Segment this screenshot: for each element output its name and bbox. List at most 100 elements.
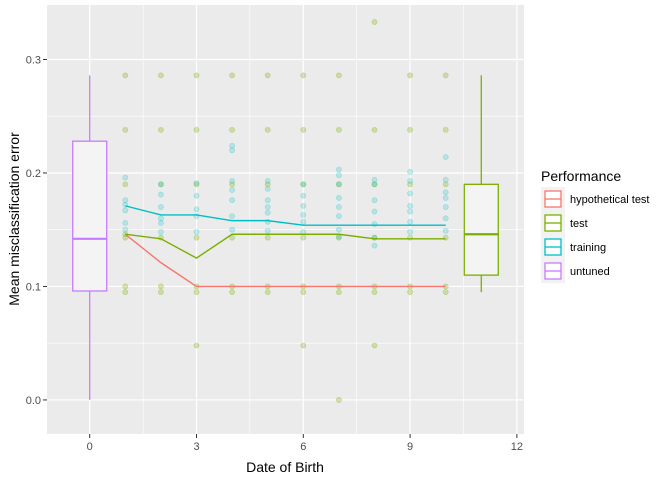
test-point (158, 283, 164, 290)
test-point (264, 126, 271, 133)
test-point (193, 342, 200, 349)
training-point (158, 229, 164, 235)
training-point (335, 195, 342, 201)
training-point (264, 227, 271, 234)
training-point (407, 202, 413, 209)
test-point (371, 181, 378, 188)
legend: Performance hypothetical test test trainin… (541, 168, 650, 283)
test-point (300, 72, 307, 79)
x-tick-label: 3 (193, 441, 199, 453)
test-point (158, 181, 164, 188)
legend-keys: hypothetical test test training untuned (541, 187, 650, 283)
training-point (371, 176, 378, 183)
test-point (407, 72, 413, 79)
test-point (229, 181, 236, 188)
training-point (193, 192, 200, 199)
test-point (193, 126, 200, 133)
test-point (264, 234, 271, 241)
boxplots (72, 75, 499, 400)
test-point (122, 126, 129, 133)
training-point (300, 181, 307, 188)
test-point (122, 289, 129, 296)
test-point (442, 181, 449, 188)
test-point (407, 289, 413, 296)
training-point (229, 178, 236, 184)
test-point (442, 289, 449, 296)
test-box (463, 183, 499, 276)
training-point (300, 218, 307, 225)
legend-label-hypothetical-test: hypothetical test (570, 194, 650, 206)
test-point (300, 126, 307, 133)
test-point (229, 126, 236, 133)
test-point (300, 234, 307, 241)
training-point (122, 220, 129, 226)
training-point (229, 147, 236, 154)
training-point (335, 181, 342, 188)
test-point (335, 181, 342, 188)
training-point (264, 197, 271, 204)
test-point (158, 72, 164, 79)
training-point (442, 195, 449, 201)
training-point (442, 189, 449, 196)
x-tick-label: 9 (407, 441, 413, 453)
training-point (158, 181, 164, 188)
y-tick-label: 0.0 (26, 395, 41, 407)
training-point (229, 226, 236, 233)
training-point (371, 208, 378, 215)
test-point (229, 72, 236, 79)
training-point (407, 168, 413, 175)
training-point (371, 242, 378, 249)
legend-label-training: training (570, 242, 606, 254)
training-point (442, 204, 449, 210)
test-point (407, 181, 413, 188)
test-point (335, 126, 342, 133)
test-point (300, 342, 307, 349)
test-point (122, 72, 129, 79)
test-point (264, 181, 271, 188)
y-axis-title: Mean misclassification error (6, 132, 22, 306)
training-point (371, 197, 378, 204)
test-point (335, 397, 342, 403)
training-point (442, 215, 449, 222)
axes: 0 3 6 9 12 0.0 0.1 0.2 0.3 (26, 54, 523, 453)
test-point (442, 72, 449, 79)
test-point (229, 289, 236, 296)
training-point (407, 208, 413, 215)
test-point (300, 181, 307, 188)
training-point (300, 212, 307, 218)
training-point (442, 154, 449, 160)
training-point (335, 204, 342, 210)
test-point (264, 72, 271, 79)
training-point (371, 181, 378, 188)
training-point (122, 207, 129, 214)
training-point (442, 176, 449, 183)
training-point (229, 213, 236, 219)
training-point (229, 142, 236, 149)
training-point (229, 197, 236, 204)
test-point (335, 289, 342, 296)
plot-panel (47, 5, 524, 434)
test-point (158, 289, 164, 296)
test-point (371, 126, 378, 133)
test-point (264, 289, 271, 296)
test-point (335, 234, 342, 241)
test-point (335, 72, 342, 79)
training-line (125, 205, 446, 226)
test-point (193, 72, 200, 79)
x-tick-label: 12 (511, 441, 523, 453)
training-point (300, 192, 307, 199)
x-tick-label: 0 (87, 441, 93, 453)
training-point (407, 218, 413, 225)
training-point (158, 191, 164, 198)
training-point (300, 202, 307, 209)
training-point (264, 209, 271, 216)
training-point (122, 197, 129, 204)
y-tick-label: 0.3 (26, 54, 41, 66)
test-point (122, 181, 129, 188)
test-point (442, 126, 449, 133)
training-point (264, 185, 271, 192)
test-point (122, 283, 129, 290)
training-point (442, 227, 449, 234)
training-point (335, 226, 342, 233)
